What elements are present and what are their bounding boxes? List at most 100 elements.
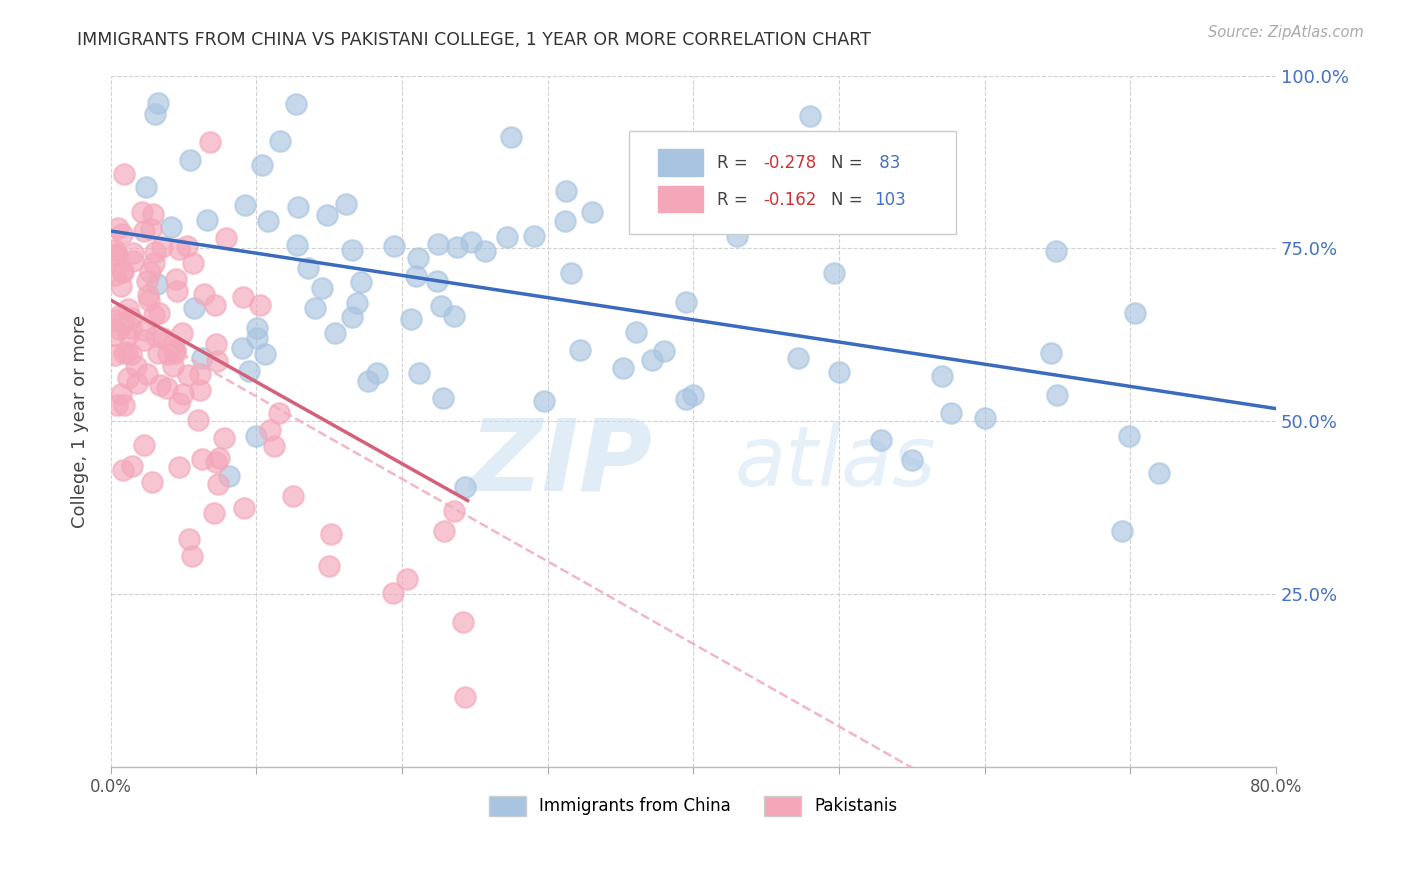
Point bbox=[112, 398, 135, 412]
Point bbox=[495, 230, 517, 244]
Point bbox=[335, 197, 357, 211]
Point bbox=[142, 207, 165, 221]
Point bbox=[142, 308, 165, 322]
FancyBboxPatch shape bbox=[630, 131, 956, 235]
Point bbox=[232, 290, 254, 304]
Point bbox=[426, 274, 449, 288]
Point bbox=[143, 244, 166, 259]
Point bbox=[136, 288, 159, 302]
Point bbox=[163, 346, 186, 360]
Point bbox=[166, 284, 188, 298]
Point bbox=[177, 532, 200, 546]
Point bbox=[190, 367, 212, 381]
Point bbox=[202, 507, 225, 521]
Point bbox=[682, 388, 704, 402]
Text: 103: 103 bbox=[875, 191, 905, 209]
Point bbox=[1111, 524, 1133, 539]
Legend: Immigrants from China, Pakistanis: Immigrants from China, Pakistanis bbox=[481, 788, 905, 824]
Point bbox=[125, 359, 148, 373]
Point bbox=[143, 107, 166, 121]
Text: N =: N = bbox=[831, 153, 868, 171]
Point bbox=[163, 343, 186, 358]
Point bbox=[103, 348, 125, 362]
Point bbox=[245, 429, 267, 443]
Point bbox=[200, 135, 222, 149]
Point bbox=[135, 180, 157, 194]
Point bbox=[297, 261, 319, 276]
Point bbox=[204, 455, 226, 469]
Point bbox=[208, 450, 231, 465]
Point bbox=[117, 370, 139, 384]
Point bbox=[405, 268, 427, 283]
Point bbox=[183, 301, 205, 316]
Point bbox=[131, 205, 153, 219]
Point bbox=[1125, 306, 1147, 320]
Point bbox=[179, 153, 201, 167]
Point bbox=[284, 96, 307, 111]
Point bbox=[107, 221, 129, 235]
Point bbox=[318, 558, 340, 573]
Point bbox=[150, 240, 173, 254]
Point bbox=[110, 278, 132, 293]
Point bbox=[117, 301, 139, 316]
Point bbox=[281, 489, 304, 503]
Point bbox=[207, 477, 229, 491]
Point bbox=[446, 240, 468, 254]
Point bbox=[215, 231, 238, 245]
Text: Source: ZipAtlas.com: Source: ZipAtlas.com bbox=[1208, 25, 1364, 40]
Point bbox=[105, 398, 128, 412]
Bar bbox=[658, 150, 703, 176]
Point bbox=[104, 243, 127, 257]
Point bbox=[1045, 244, 1067, 258]
Point bbox=[162, 359, 184, 373]
Point bbox=[134, 333, 156, 347]
Point bbox=[246, 320, 269, 334]
Text: IMMIGRANTS FROM CHINA VS PAKISTANI COLLEGE, 1 YEAR OR MORE CORRELATION CHART: IMMIGRANTS FROM CHINA VS PAKISTANI COLLE… bbox=[77, 31, 872, 49]
Point bbox=[340, 243, 363, 257]
Point bbox=[204, 298, 226, 312]
Point bbox=[233, 501, 256, 516]
Point bbox=[501, 130, 523, 145]
Point bbox=[176, 239, 198, 253]
Point bbox=[115, 345, 138, 359]
Point bbox=[433, 524, 456, 538]
Point bbox=[263, 439, 285, 453]
Point bbox=[454, 690, 477, 704]
Point bbox=[193, 286, 215, 301]
Point bbox=[259, 423, 281, 437]
Point bbox=[249, 298, 271, 312]
Text: atlas: atlas bbox=[734, 422, 936, 503]
Point bbox=[169, 243, 191, 257]
Point bbox=[787, 351, 810, 366]
Point bbox=[181, 549, 204, 564]
Point bbox=[581, 204, 603, 219]
Point bbox=[285, 237, 308, 252]
Point bbox=[554, 214, 576, 228]
Point bbox=[316, 208, 339, 222]
Point bbox=[132, 224, 155, 238]
Point bbox=[675, 392, 697, 407]
Point bbox=[755, 192, 778, 206]
Point bbox=[172, 326, 194, 340]
Point bbox=[395, 573, 418, 587]
Point bbox=[172, 386, 194, 401]
Point bbox=[146, 95, 169, 110]
Point bbox=[135, 274, 157, 288]
Point bbox=[148, 305, 170, 319]
Point bbox=[233, 197, 256, 211]
Point bbox=[135, 367, 157, 381]
Point bbox=[218, 468, 240, 483]
Point bbox=[205, 337, 228, 351]
Point bbox=[238, 363, 260, 377]
Point bbox=[1149, 467, 1171, 481]
Point bbox=[523, 228, 546, 243]
Point bbox=[725, 228, 748, 243]
Point bbox=[287, 200, 309, 214]
Point bbox=[973, 411, 995, 425]
Point bbox=[191, 452, 214, 467]
Point bbox=[406, 252, 429, 266]
Point bbox=[187, 413, 209, 427]
Point bbox=[190, 383, 212, 397]
Point bbox=[120, 310, 142, 325]
Point bbox=[149, 377, 172, 392]
